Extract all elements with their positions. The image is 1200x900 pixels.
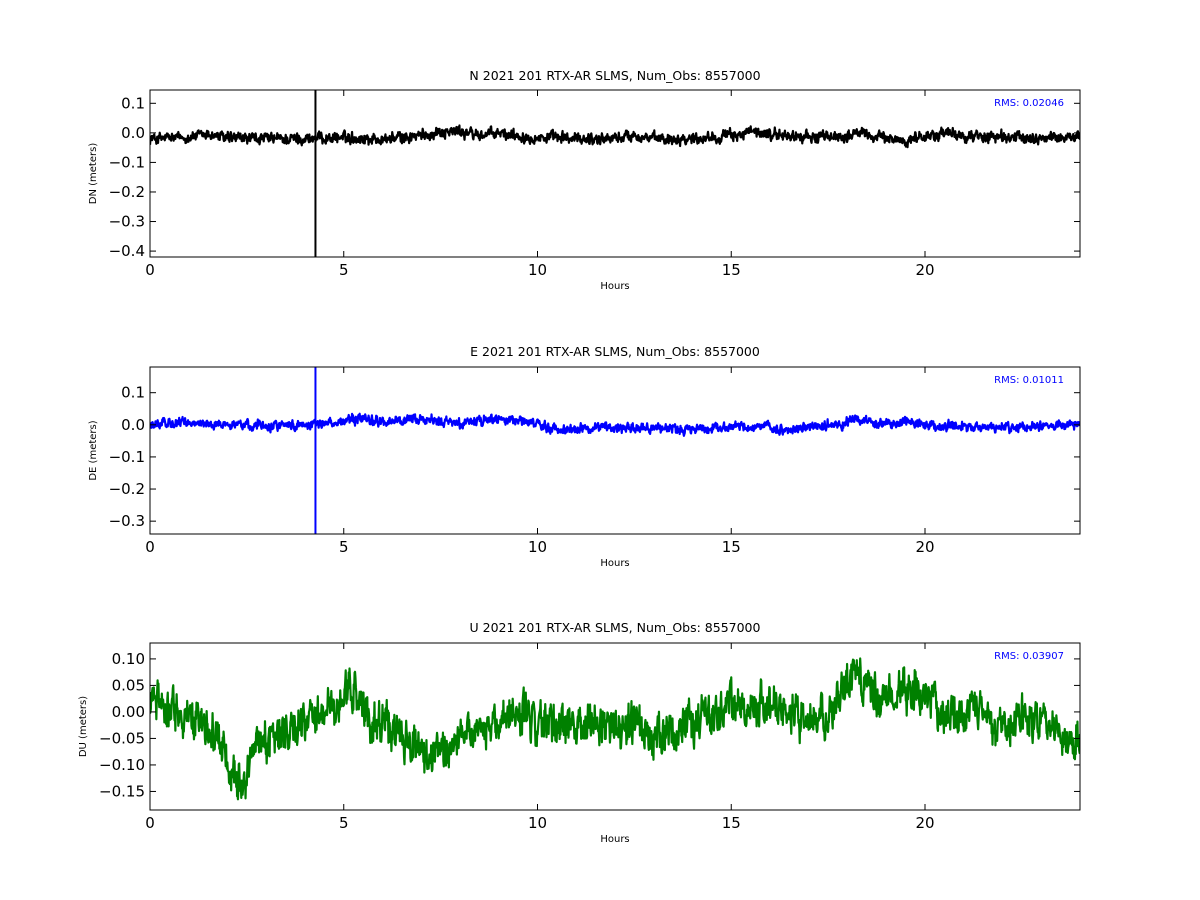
north-title: N 2021 201 RTX-AR SLMS, Num_Obs: 8557000 [469, 68, 760, 83]
north-rms: RMS: 0.02046 [994, 98, 1064, 109]
east-ytick-label: −0.1 [109, 448, 145, 466]
east-series [150, 367, 1080, 534]
up-panel: U 2021 201 RTX-AR SLMS, Num_Obs: 8557000… [78, 620, 1081, 845]
north-ylabel: DN (meters) [88, 143, 99, 205]
north-ytick-label: 0.0 [121, 124, 145, 142]
north-ytick-label: −0.1 [109, 153, 145, 171]
north-ytick-label: −0.3 [109, 213, 145, 231]
up-xtick-label: 0 [145, 814, 155, 832]
up-ytick-label: −0.15 [99, 782, 145, 800]
north-ytick-label: 0.1 [121, 94, 145, 112]
east-ytick-label: −0.3 [109, 512, 145, 530]
north-panel: N 2021 201 RTX-AR SLMS, Num_Obs: 8557000… [88, 68, 1081, 292]
north-ytick-label: −0.2 [109, 183, 145, 201]
east-ytick-label: 0.1 [121, 384, 145, 402]
north-series [150, 90, 1080, 257]
up-ytick-label: 0.05 [112, 676, 145, 694]
north-xtick-label: 0 [145, 261, 155, 279]
up-axes-frame [149, 642, 1081, 811]
north-plot-area: 0 5 10 15 20 0.1 0.0 −0.1 −0.2 −0.3 −0.4 [109, 89, 1081, 279]
up-ylabel: DU (meters) [78, 696, 89, 757]
east-title: E 2021 201 RTX-AR SLMS, Num_Obs: 8557000 [470, 344, 760, 359]
up-ytick-label: 0.10 [112, 650, 145, 668]
east-rms: RMS: 0.01011 [994, 375, 1064, 386]
north-xtick-label: 10 [528, 261, 547, 279]
east-xtick-label: 10 [528, 538, 547, 556]
east-xtick-label: 15 [722, 538, 741, 556]
east-panel: E 2021 201 RTX-AR SLMS, Num_Obs: 8557000… [88, 344, 1081, 569]
up-plot-area: 0 5 10 15 20 0.10 0.05 0.00 −0.05 −0.10 −0.15 [99, 642, 1081, 832]
east-ytick-label: 0.0 [121, 416, 145, 434]
up-ytick-label: −0.05 [99, 729, 145, 747]
north-xtick-label: 15 [722, 261, 741, 279]
east-xtick-label: 0 [145, 538, 155, 556]
up-title: U 2021 201 RTX-AR SLMS, Num_Obs: 8557000 [470, 620, 761, 635]
up-ytick-label: 0.00 [112, 703, 145, 721]
east-xtick-label: 20 [915, 538, 934, 556]
up-series-line [150, 657, 1080, 801]
north-ytick-label: −0.4 [109, 242, 145, 260]
up-rms: RMS: 0.03907 [994, 651, 1064, 662]
east-plot-area: 0 5 10 15 20 0.1 0.0 −0.1 −0.2 −0.3 [109, 366, 1081, 556]
east-series-line [150, 412, 1080, 437]
up-xtick-label: 15 [722, 814, 741, 832]
north-xtick-label: 5 [339, 261, 349, 279]
up-xlabel: Hours [600, 834, 629, 845]
up-series [150, 657, 1080, 801]
north-series-line [150, 124, 1080, 149]
east-xlabel: Hours [600, 558, 629, 569]
up-xtick-label: 10 [528, 814, 547, 832]
north-xtick-label: 20 [915, 261, 934, 279]
up-xtick-label: 5 [339, 814, 349, 832]
east-ylabel: DE (meters) [88, 420, 99, 480]
north-axes-frame [149, 89, 1081, 258]
up-xtick-label: 20 [915, 814, 934, 832]
east-axes-frame [149, 366, 1081, 535]
east-xtick-label: 5 [339, 538, 349, 556]
north-xlabel: Hours [600, 281, 629, 292]
up-ytick-label: −0.10 [99, 756, 145, 774]
east-ytick-label: −0.2 [109, 480, 145, 498]
